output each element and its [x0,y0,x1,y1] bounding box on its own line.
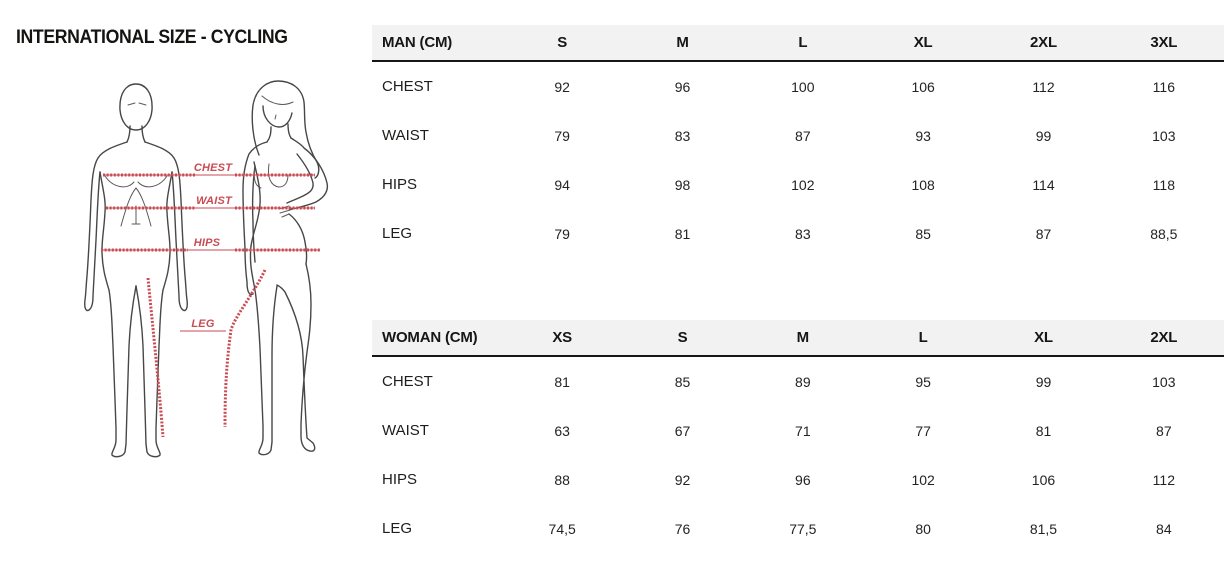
row-label: LEG [382,520,413,537]
cell-value: 83 [674,127,691,144]
cell-value: 63 [554,422,570,439]
cell-value: 89 [795,373,811,390]
man-size-col-2xl: 2XL [983,25,1104,62]
woman-leg-row: LEG 74,5 76 77,5 80 81,5 84 [372,504,1224,553]
man-size-col-3xl: 3XL [1103,25,1224,62]
man-leg-row: LEG 79 81 83 85 87 88,5 [372,209,1224,258]
row-label: HIPS [382,176,418,193]
cell-value: 102 [911,471,935,488]
man-size-col-m: M [622,25,743,62]
cell-value: 79 [554,225,570,242]
woman-size-col-m: M [742,320,863,357]
row-label: WAIST [382,127,429,144]
cell-value: 77 [915,422,931,439]
cell-value: 114 [1032,176,1055,193]
cell-value: 118 [1152,176,1175,193]
cell-value: 108 [911,176,935,193]
woman-size-col-s: S [622,320,743,357]
measurement-figures-diagram: CHEST WAIST HIPS LEG [84,80,329,458]
man-size-col-l: L [742,25,863,62]
cell-value: 92 [554,78,570,95]
woman-figure [242,80,329,456]
measurement-lines: CHEST WAIST HIPS LEG [101,162,320,438]
cell-value: 103 [1152,373,1176,390]
cell-value: 106 [1031,471,1056,488]
cell-value: 71 [795,422,811,439]
row-label: HIPS [382,471,418,488]
cell-value: 92 [674,471,691,488]
man-size-table: MAN (CM) S M L XL 2XL 3XL CHEST 92 96 10… [372,25,1224,258]
man-size-col-xl: XL [862,25,984,62]
cell-value: 112 [1032,78,1055,95]
cell-value: 84 [1156,520,1172,537]
cell-value: 79 [554,127,570,144]
cell-value: 83 [795,225,811,242]
cell-value: 85 [674,373,691,390]
page-title: INTERNATIONAL SIZE - CYCLING [16,27,288,48]
row-label: CHEST [382,78,433,95]
man-size-col-s: S [502,25,623,62]
cell-value: 67 [674,422,691,439]
hips-measure-label: HIPS [194,237,221,249]
cell-value: 85 [915,225,931,242]
cell-value: 74,5 [548,520,576,537]
man-figure [84,83,188,458]
cell-value: 106 [911,78,935,95]
woman-size-table: WOMAN (CM) XS S M L XL 2XL CHEST 81 85 8… [372,320,1224,553]
cell-value: 87 [795,127,811,144]
cell-value: 95 [915,373,931,390]
woman-table-header-row: WOMAN (CM) XS S M L XL 2XL [372,320,1224,357]
cell-value: 81 [1035,422,1052,439]
woman-chest-row: CHEST 81 85 89 95 99 103 [372,356,1224,406]
woman-waist-row: WAIST 63 67 71 77 81 87 [372,406,1224,455]
waist-measure-label: WAIST [196,195,233,207]
man-hips-row: HIPS 94 98 102 108 114 118 [372,160,1224,209]
man-chest-row: CHEST 92 96 100 106 112 116 [372,61,1224,111]
row-label: CHEST [382,373,433,390]
cell-value: 87 [1156,422,1172,439]
cell-value: 81 [554,373,570,390]
cell-value: 99 [1035,373,1052,390]
woman-size-col-xl: XL [983,320,1104,357]
cell-value: 88,5 [1150,225,1178,242]
cell-value: 99 [1035,127,1052,144]
cell-value: 98 [674,176,691,193]
man-waist-row: WAIST 79 83 87 93 99 103 [372,111,1224,160]
cell-value: 102 [791,176,815,193]
cell-value: 116 [1152,78,1175,95]
cell-value: 80 [915,520,931,537]
leg-measure-label: LEG [191,318,214,330]
chest-measure-label: CHEST [194,162,233,174]
woman-table-title: WOMAN (CM) [372,320,502,357]
woman-size-col-xs: XS [502,320,623,357]
man-table-header-row: MAN (CM) S M L XL 2XL 3XL [372,25,1224,62]
size-tables: MAN (CM) S M L XL 2XL 3XL CHEST 92 96 10… [372,25,1224,553]
woman-size-col-l: L [862,320,984,357]
cell-value: 94 [554,176,570,193]
cell-value: 77,5 [789,520,817,537]
cell-value: 96 [674,78,691,95]
man-table-title: MAN (CM) [372,25,502,62]
cell-value: 76 [674,520,691,537]
woman-hips-row: HIPS 88 92 96 102 106 112 [372,455,1224,504]
cell-value: 100 [791,78,815,95]
cell-value: 81 [674,225,691,242]
row-label: WAIST [382,422,429,439]
cell-value: 93 [915,127,931,144]
row-label: LEG [382,225,413,242]
cell-value: 87 [1035,225,1052,242]
cell-value: 81,5 [1029,520,1058,537]
cell-value: 112 [1152,471,1175,488]
cell-value: 88 [554,471,570,488]
cell-value: 96 [795,471,811,488]
cell-value: 103 [1152,127,1176,144]
woman-size-col-2xl: 2XL [1103,320,1224,357]
